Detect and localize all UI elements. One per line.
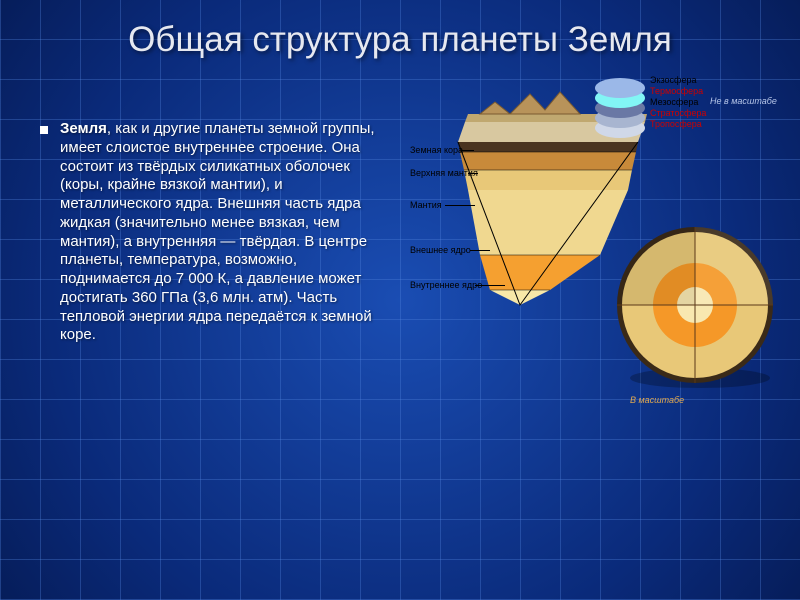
lead-line <box>475 285 505 286</box>
label-outer-core: Внешнее ядро <box>410 245 471 255</box>
body-rest: , как и другие планеты земной группы, им… <box>60 120 375 343</box>
bullet-icon <box>40 126 48 134</box>
label-stratosphere: Стратосфера <box>650 108 706 118</box>
body-paragraph: Земля, как и другие планеты земной групп… <box>60 120 390 345</box>
label-thermosphere: Термосфера <box>650 86 703 96</box>
label-mesosphere: Мезосфера <box>650 97 698 107</box>
lead-line <box>470 250 490 251</box>
note-to-scale: В масштабе <box>630 395 684 405</box>
earth-structure-diagram: Земная кора Верхняя мантия Мантия Внешне… <box>410 90 790 440</box>
lead-line <box>445 205 475 206</box>
label-inner-core: Внутреннее ядро <box>410 280 482 290</box>
label-mantle: Мантия <box>410 200 442 210</box>
globe-cross-section-icon <box>610 220 780 390</box>
lead-line <box>462 150 474 151</box>
label-exosphere: Экзосфера <box>650 75 696 85</box>
lead-word: Земля <box>60 120 107 137</box>
atmosphere-layers-icon <box>595 70 645 140</box>
label-crust: Земная кора <box>410 145 463 155</box>
lead-line <box>468 173 478 174</box>
label-troposphere: Тропосфера <box>650 119 702 129</box>
page-title: Общая структура планеты Земля <box>0 20 800 60</box>
note-not-to-scale: Не в масштабе <box>710 96 777 106</box>
